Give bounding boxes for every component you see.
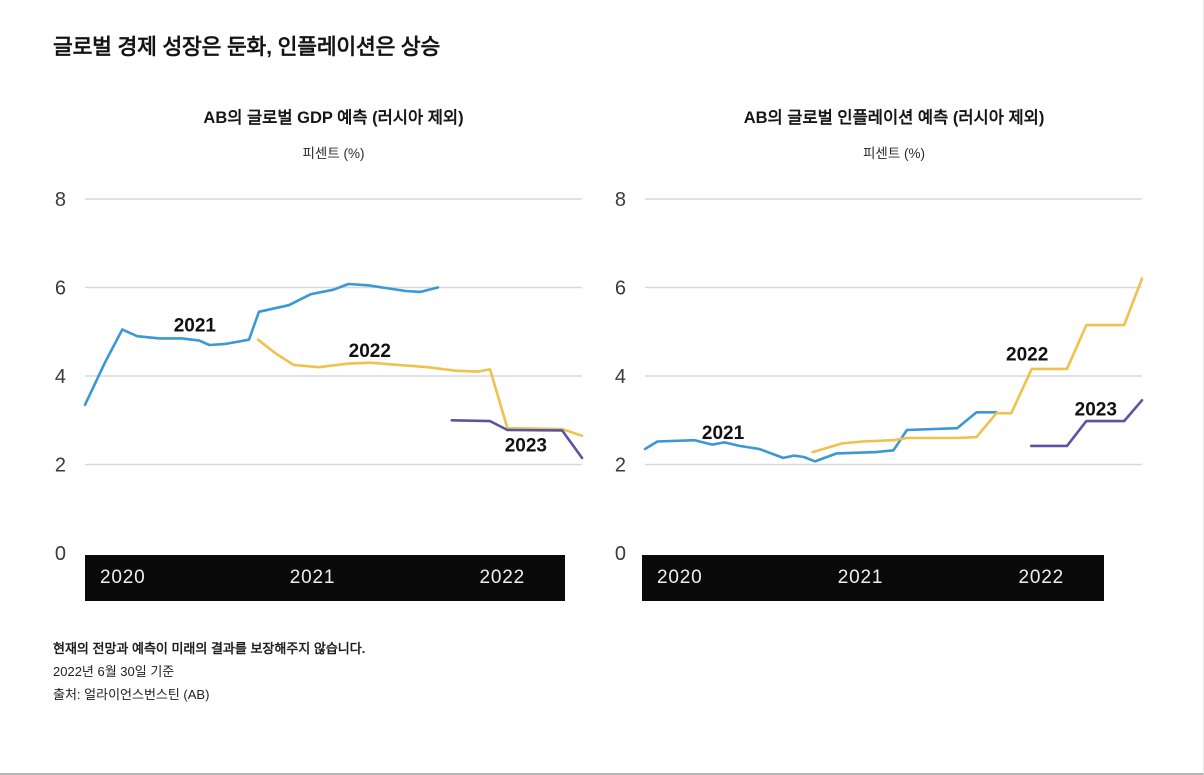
series-line-2023 xyxy=(1029,399,1144,448)
inflation-x-tick-2021: 2021 xyxy=(837,567,884,588)
series-label-2021: 2021 xyxy=(702,423,745,444)
inflation-x-tick-2022: 2022 xyxy=(1018,567,1064,588)
y-tick-label: 4 xyxy=(55,366,66,388)
gdp-line-chart: 8 6 4 2 0 2021 2022 2023 xyxy=(55,190,584,565)
footer-source: 출처: 얼라이언스번스틴 (AB) xyxy=(53,687,210,702)
series-label-2022: 2022 xyxy=(1006,344,1048,365)
gdp-chart-title: AB의 글로벌 GDP 예측 (러시아 제외) xyxy=(203,109,464,127)
inflation-chart-unit-label: 피센트 (%) xyxy=(862,146,925,161)
y-tick-label: 6 xyxy=(55,278,66,300)
series-line-2023 xyxy=(450,419,584,460)
y-tick-label: 0 xyxy=(55,543,66,565)
gdp-chart-unit-label: 피센트 (%) xyxy=(302,146,365,161)
gdp-x-tick-2020: 2020 xyxy=(100,567,146,588)
footer-disclaimer: 현재의 전망과 예측이 미래의 결과를 보장해주지 않습니다. xyxy=(53,641,366,656)
inflation-x-tick-2020: 2020 xyxy=(657,567,703,588)
y-tick-label: 8 xyxy=(615,190,626,211)
footer-as-of-date: 2022년 6월 30일 기준 xyxy=(53,664,175,679)
inflation-x-axis-bar: 2020 2021 2022 xyxy=(642,555,1104,601)
y-tick-label: 4 xyxy=(615,366,626,388)
footer: 현재의 전망과 예측이 미래의 결과를 보장해주지 않습니다. 2022년 6월… xyxy=(53,637,365,706)
series-label-2022: 2022 xyxy=(349,341,391,362)
y-tick-label: 6 xyxy=(615,278,626,300)
series-line-2021 xyxy=(83,282,440,407)
series-label-2021: 2021 xyxy=(174,316,217,337)
inflation-line-chart: 8 6 4 2 0 2021 2022 2023 xyxy=(615,190,1144,565)
y-tick-label: 2 xyxy=(615,455,626,477)
page-title: 글로벌 경제 성장은 둔화, 인플레이션은 상승 xyxy=(53,35,441,59)
gdp-x-axis-bar: 2020 2021 2022 xyxy=(85,555,565,601)
series-label-2023: 2023 xyxy=(1075,400,1117,421)
series-line-2022 xyxy=(256,338,584,437)
series-label-2023: 2023 xyxy=(505,436,547,457)
y-tick-label: 0 xyxy=(615,543,626,565)
inflation-chart-title: AB의 글로벌 인플레이션 예측 (러시아 제외) xyxy=(743,109,1045,127)
gdp-x-tick-2022: 2022 xyxy=(479,567,525,588)
y-tick-label: 8 xyxy=(55,190,66,211)
series-line-2021 xyxy=(643,411,998,463)
series-line-2022 xyxy=(811,277,1144,454)
y-tick-label: 2 xyxy=(55,455,66,477)
gdp-x-tick-2021: 2021 xyxy=(289,567,336,588)
